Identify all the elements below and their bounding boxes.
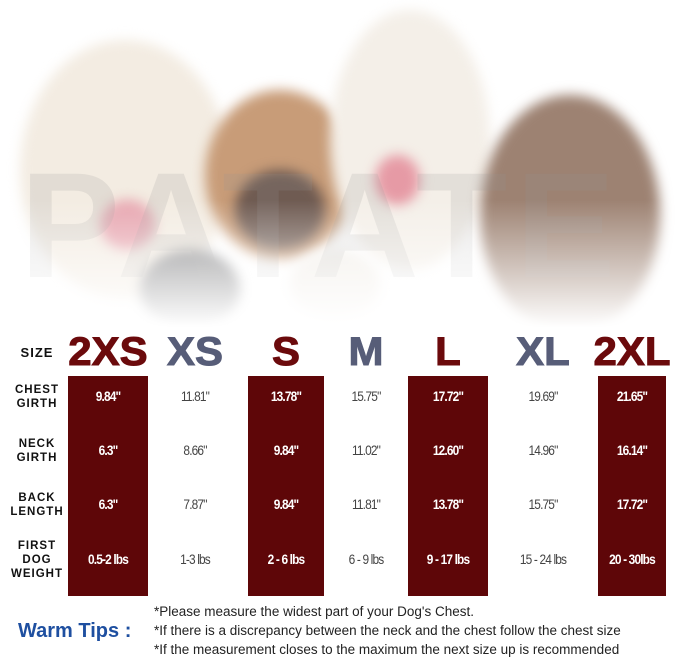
size-value-cell: 1-3 lbs: [180, 551, 211, 567]
row-label-line: DOG: [22, 554, 52, 566]
warm-tips-title: Warm Tips :: [18, 620, 132, 642]
size-value-cell: 6.3": [98, 442, 119, 458]
row-label-line: NECK: [18, 438, 56, 450]
size-value-cell: 13.78": [270, 388, 302, 404]
size-value-cell: 7.87": [183, 496, 207, 512]
size-header: M: [348, 330, 384, 375]
size-value-cell: 2 - 6 lbs: [267, 551, 306, 567]
row-label-line: LENGTH: [10, 506, 64, 518]
size-value-cell: 11.81": [351, 496, 381, 512]
highlight-column: [248, 376, 324, 596]
size-value-cell: 17.72": [432, 388, 464, 404]
size-value-cell: 14.96": [528, 442, 559, 458]
size-value-cell: 13.78": [432, 496, 464, 512]
size-value-cell: 17.72": [616, 496, 648, 512]
row-label: BACK LENGTH: [6, 491, 68, 519]
size-value-cell: 15 - 24 lbs: [519, 551, 567, 567]
size-value-cell: 21.65": [616, 388, 648, 404]
size-value-cell: 12.60": [432, 442, 464, 458]
size-header: 2XL: [593, 330, 671, 375]
size-header: XL: [516, 330, 571, 375]
size-header: 2XS: [68, 330, 148, 375]
tip-line: *If the measurement closes to the maximu…: [154, 642, 620, 657]
dogs-photo: PATATE: [0, 10, 679, 340]
size-value-cell: 0.5-2 lbs: [88, 551, 129, 567]
row-label: FIRST DOG WEIGHT: [6, 539, 68, 581]
size-value-cell: 11.02": [351, 442, 381, 458]
row-label-line: GIRTH: [16, 398, 58, 410]
row-label: NECK GIRTH: [6, 437, 68, 465]
tip-line: *Please measure the widest part of your …: [154, 604, 474, 619]
row-label-line: WEIGHT: [11, 568, 63, 580]
size-value-cell: 9 - 17 lbs: [426, 551, 470, 567]
size-header: L: [435, 330, 462, 375]
row-label-line: BACK: [18, 492, 56, 504]
size-value-cell: 15.75": [351, 388, 382, 404]
size-value-cell: 9.84": [273, 442, 299, 458]
size-value-cell: 11.81": [180, 388, 210, 404]
size-value-cell: 9.84": [95, 388, 121, 404]
size-value-cell: 9.84": [273, 496, 299, 512]
row-label-line: CHEST: [15, 384, 59, 396]
size-label: SIZE: [20, 345, 54, 360]
size-value-cell: 6.3": [98, 496, 119, 512]
tip-line: *If there is a discrepancy between the n…: [154, 623, 621, 638]
size-value-cell: 6 - 9 lbs: [348, 551, 385, 567]
highlight-column: [598, 376, 666, 596]
size-value-cell: 8.66": [183, 442, 207, 458]
size-header: XS: [166, 330, 224, 375]
size-value-cell: 15.75": [528, 496, 559, 512]
size-value-cell: 16.14": [616, 442, 648, 458]
row-label-line: GIRTH: [16, 452, 58, 464]
row-label-line: FIRST: [17, 540, 57, 552]
size-value-cell: 20 - 30lbs: [609, 551, 656, 567]
highlight-column: [68, 376, 148, 596]
size-value-cell: 19.69": [528, 388, 559, 404]
highlight-column: [408, 376, 488, 596]
size-header: S: [271, 330, 301, 375]
row-label: CHEST GIRTH: [6, 383, 68, 411]
